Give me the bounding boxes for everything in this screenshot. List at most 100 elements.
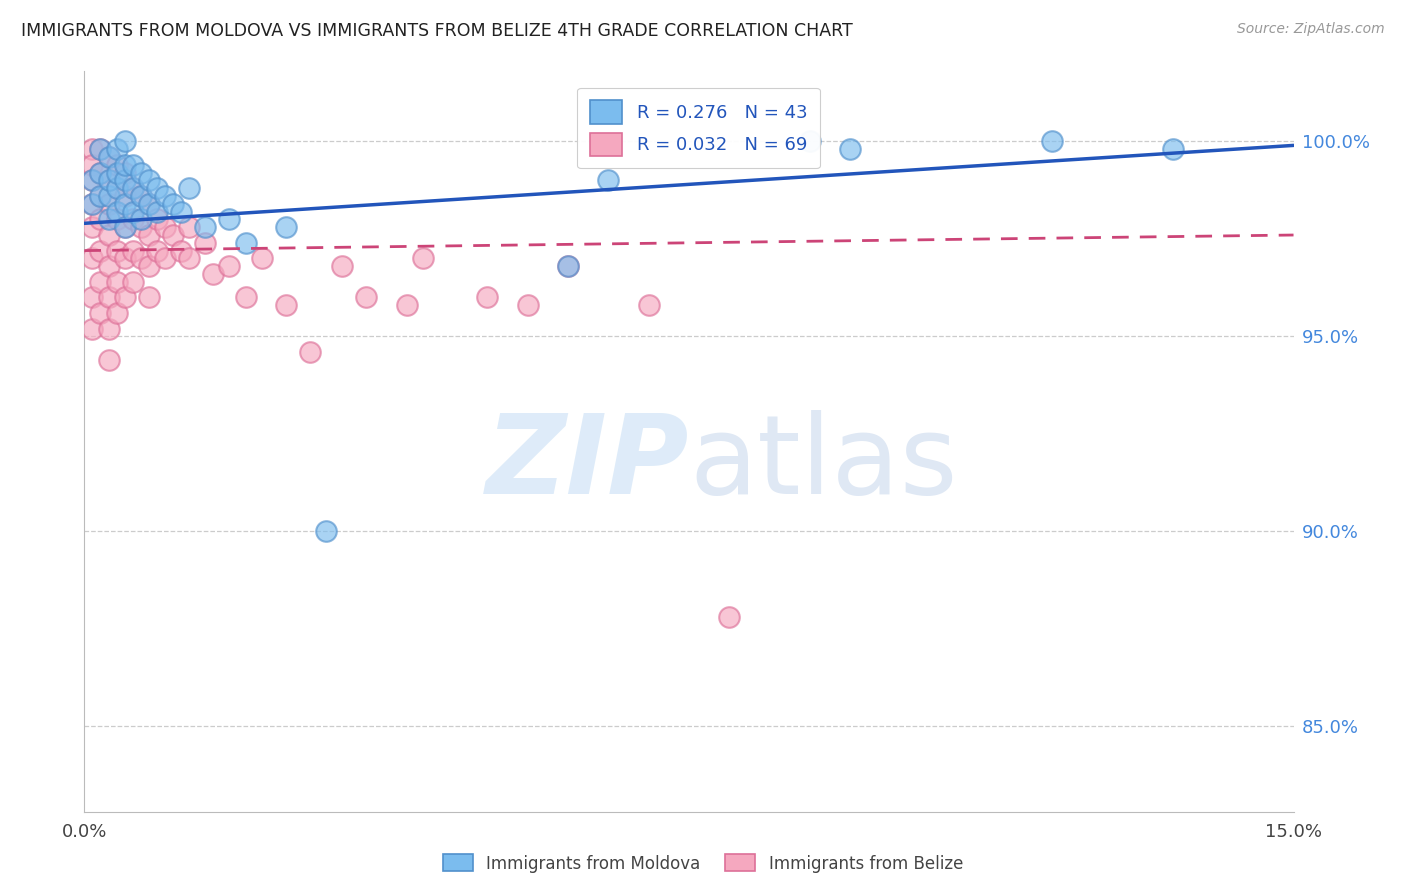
Point: [97, 197, 120, 211]
Point: [179, 252, 201, 266]
Point: [299, 345, 322, 359]
Point: [153, 252, 176, 266]
Point: [97, 259, 120, 273]
Point: [114, 189, 136, 203]
Point: [121, 275, 143, 289]
Point: [89, 142, 111, 156]
Point: [97, 227, 120, 242]
Point: [82, 142, 104, 156]
Point: [97, 290, 120, 304]
Point: [718, 610, 741, 624]
Point: [82, 173, 104, 187]
Point: [799, 135, 821, 149]
Point: [138, 290, 160, 304]
Text: Source: ZipAtlas.com: Source: ZipAtlas.com: [1237, 22, 1385, 37]
Point: [129, 252, 152, 266]
Point: [89, 142, 111, 156]
Point: [82, 197, 104, 211]
Text: ZIP: ZIP: [485, 410, 689, 517]
Point: [97, 173, 120, 187]
Point: [82, 220, 104, 235]
Point: [235, 290, 257, 304]
Point: [179, 220, 201, 235]
Point: [105, 204, 128, 219]
Point: [89, 166, 111, 180]
Point: [114, 290, 136, 304]
Point: [330, 259, 353, 273]
Point: [89, 275, 111, 289]
Point: [516, 298, 538, 312]
Point: [105, 306, 128, 320]
Point: [557, 259, 579, 273]
Point: [146, 204, 169, 219]
Point: [89, 306, 111, 320]
Point: [82, 197, 104, 211]
Point: [114, 158, 136, 172]
Point: [105, 166, 128, 180]
Point: [598, 173, 620, 187]
Point: [82, 321, 104, 335]
Point: [89, 189, 111, 203]
Point: [89, 244, 111, 258]
Point: [146, 212, 169, 227]
Point: [162, 197, 184, 211]
Point: [202, 267, 225, 281]
Point: [105, 275, 128, 289]
Point: [121, 244, 143, 258]
Point: [97, 212, 120, 227]
Point: [89, 189, 111, 203]
Point: [274, 298, 297, 312]
Point: [121, 212, 143, 227]
Point: [146, 244, 169, 258]
Point: [82, 252, 104, 266]
Point: [114, 220, 136, 235]
Point: [105, 158, 128, 172]
Point: [1161, 142, 1184, 156]
Point: [153, 220, 176, 235]
Point: [89, 212, 111, 227]
Point: [82, 158, 104, 172]
Point: [97, 150, 120, 164]
Legend: Immigrants from Moldova, Immigrants from Belize: Immigrants from Moldova, Immigrants from…: [436, 847, 970, 880]
Point: [114, 135, 136, 149]
Point: [121, 181, 143, 195]
Point: [218, 212, 240, 227]
Point: [170, 204, 193, 219]
Point: [105, 181, 128, 195]
Point: [97, 321, 120, 335]
Point: [315, 524, 337, 538]
Point: [235, 235, 257, 250]
Point: [1040, 135, 1063, 149]
Point: [129, 166, 152, 180]
Point: [121, 181, 143, 195]
Point: [138, 197, 160, 211]
Point: [146, 181, 169, 195]
Point: [105, 244, 128, 258]
Point: [129, 212, 152, 227]
Point: [97, 173, 120, 187]
Point: [82, 290, 104, 304]
Point: [153, 189, 176, 203]
Point: [179, 181, 201, 195]
Point: [138, 227, 160, 242]
Point: [218, 259, 240, 273]
Point: [162, 227, 184, 242]
Point: [97, 189, 120, 203]
Point: [477, 290, 499, 304]
Point: [114, 220, 136, 235]
Point: [395, 298, 418, 312]
Point: [557, 259, 579, 273]
Legend: R = 0.276   N = 43, R = 0.032   N = 69: R = 0.276 N = 43, R = 0.032 N = 69: [576, 87, 820, 169]
Point: [129, 189, 152, 203]
Point: [121, 158, 143, 172]
Point: [637, 298, 659, 312]
Point: [356, 290, 378, 304]
Text: atlas: atlas: [689, 410, 957, 517]
Point: [138, 197, 160, 211]
Point: [170, 244, 193, 258]
Point: [138, 173, 160, 187]
Point: [129, 220, 152, 235]
Point: [114, 197, 136, 211]
Point: [194, 220, 217, 235]
Point: [274, 220, 297, 235]
